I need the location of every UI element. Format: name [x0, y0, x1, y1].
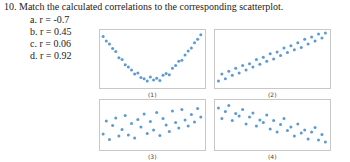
html-text:a. r = -0.7: a. r = -0.7 — [30, 14, 70, 25]
html-text:10. Match the calculated corre: 10. Match the calculated correlations to… — [4, 1, 284, 12]
html-text:b. r = 0.45: b. r = 0.45 — [30, 26, 72, 37]
html-text:d. r = 0.92: d. r = 0.92 — [30, 50, 72, 61]
svg-text:(3): (3) — [148, 153, 157, 160]
svg-text:(4): (4) — [268, 153, 277, 160]
svg-text:(1): (1) — [148, 91, 157, 98]
svg-text:(2): (2) — [268, 91, 277, 98]
html-text:c. r = 0.06: c. r = 0.06 — [30, 38, 71, 49]
